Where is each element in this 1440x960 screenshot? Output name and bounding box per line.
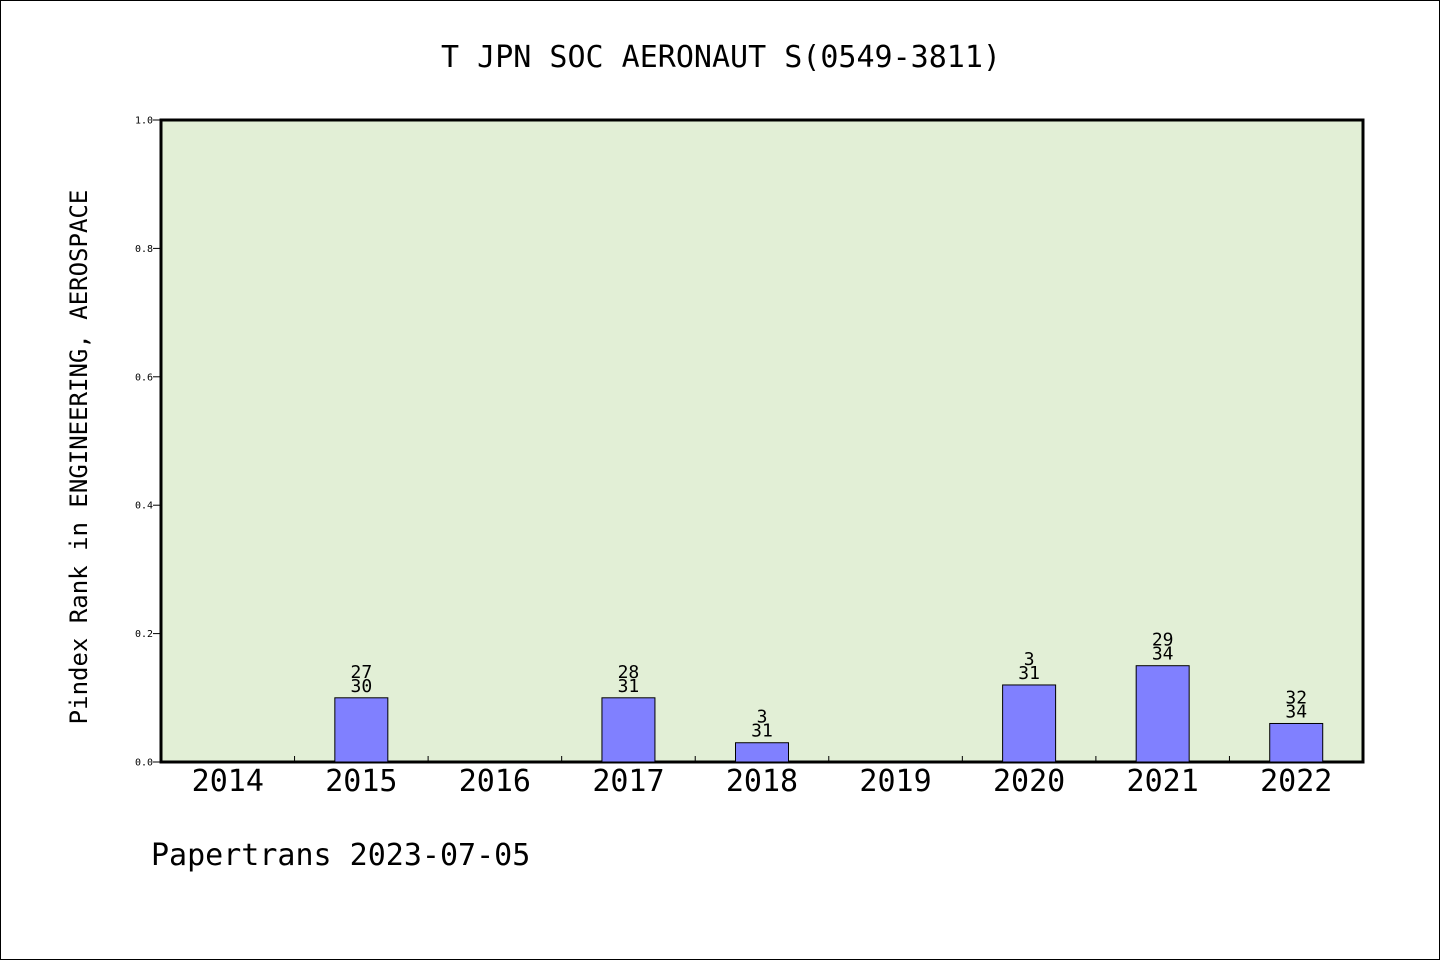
bar: [735, 742, 789, 763]
bar-total-label: 34: [1152, 644, 1174, 665]
bar: [334, 697, 389, 763]
bar-rank-label: 29: [1152, 630, 1174, 651]
bar-total-label: 34: [1285, 701, 1307, 722]
y-tick-label: 0.2: [135, 629, 153, 640]
x-tick-label: 2014: [192, 764, 264, 799]
x-tick-label: 2018: [726, 764, 798, 799]
x-tick-label: 2020: [993, 764, 1065, 799]
bar: [1135, 665, 1190, 763]
bar-rank-label: 3: [1024, 649, 1035, 670]
bar-rank-label: 27: [350, 662, 372, 683]
plot-area: [159, 118, 1365, 764]
y-tick-label: 1.0: [135, 116, 153, 127]
x-tick-label: 2019: [859, 764, 931, 799]
footer-credit: Papertrans 2023-07-05: [151, 838, 530, 873]
bar: [1002, 684, 1057, 763]
bar-total-label: 30: [350, 676, 372, 697]
x-tick-label: 2022: [1260, 764, 1332, 799]
y-tick-label: 0.4: [135, 501, 153, 512]
x-tick-label: 2016: [459, 764, 531, 799]
y-tick-label: 0.6: [135, 372, 153, 383]
y-axis-label: Pindex Rank in ENGINEERING, AEROSPACE: [65, 190, 93, 725]
bar-rank-label: 32: [1285, 687, 1307, 708]
y-tick-label: 0.0: [135, 758, 153, 769]
bar-total-label: 31: [618, 676, 640, 697]
bar-rank-label: 28: [618, 662, 640, 683]
x-tick-label: 2017: [592, 764, 664, 799]
bar-total-label: 31: [751, 721, 773, 742]
bar-total-label: 31: [1018, 663, 1040, 684]
bar: [601, 697, 656, 763]
chart-title: T JPN SOC AERONAUT S(0549-3811): [441, 40, 1001, 75]
bar-rank-label: 3: [757, 707, 768, 728]
bar: [1269, 722, 1324, 763]
y-tick-label: 0.8: [135, 244, 153, 255]
x-tick-label: 2015: [325, 764, 397, 799]
x-tick-label: 2021: [1127, 764, 1199, 799]
